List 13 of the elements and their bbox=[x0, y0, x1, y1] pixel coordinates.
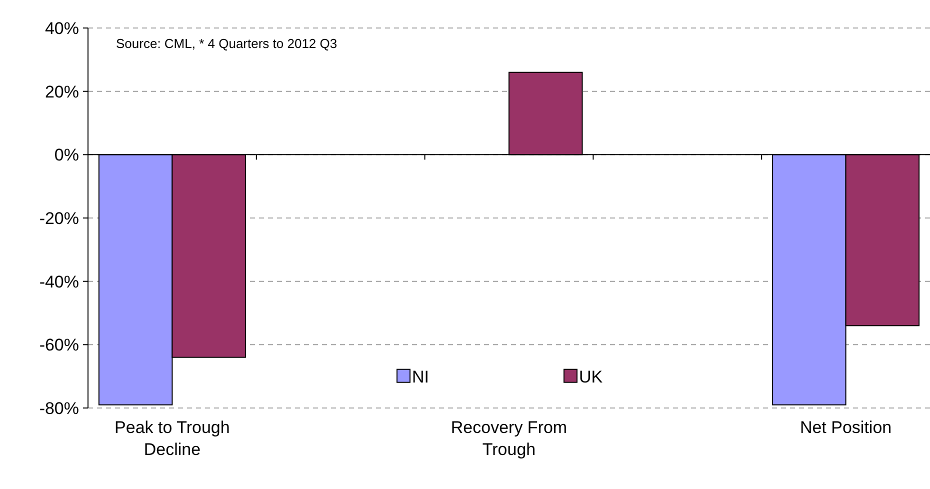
annotation: Source: CML, * 4 Quarters to 2012 Q3 bbox=[116, 36, 338, 51]
y-tick-label: 0% bbox=[54, 146, 79, 165]
x-tick-label: Peak to Trough Decline bbox=[114, 418, 230, 459]
y-tick-label: -80% bbox=[39, 398, 79, 418]
y-tick-label: 20% bbox=[44, 82, 79, 102]
y-tick-label: 40% bbox=[44, 18, 79, 38]
y-tick-label: -60% bbox=[39, 336, 79, 355]
legend-label: NI bbox=[412, 367, 429, 386]
legend-label: UK bbox=[579, 367, 604, 386]
y-tick-label: -40% bbox=[39, 272, 79, 292]
x-tick-label: Net Position bbox=[800, 418, 892, 437]
y-tick-label: -20% bbox=[39, 208, 79, 228]
x-tick-label: Recovery From Trough bbox=[450, 418, 568, 459]
